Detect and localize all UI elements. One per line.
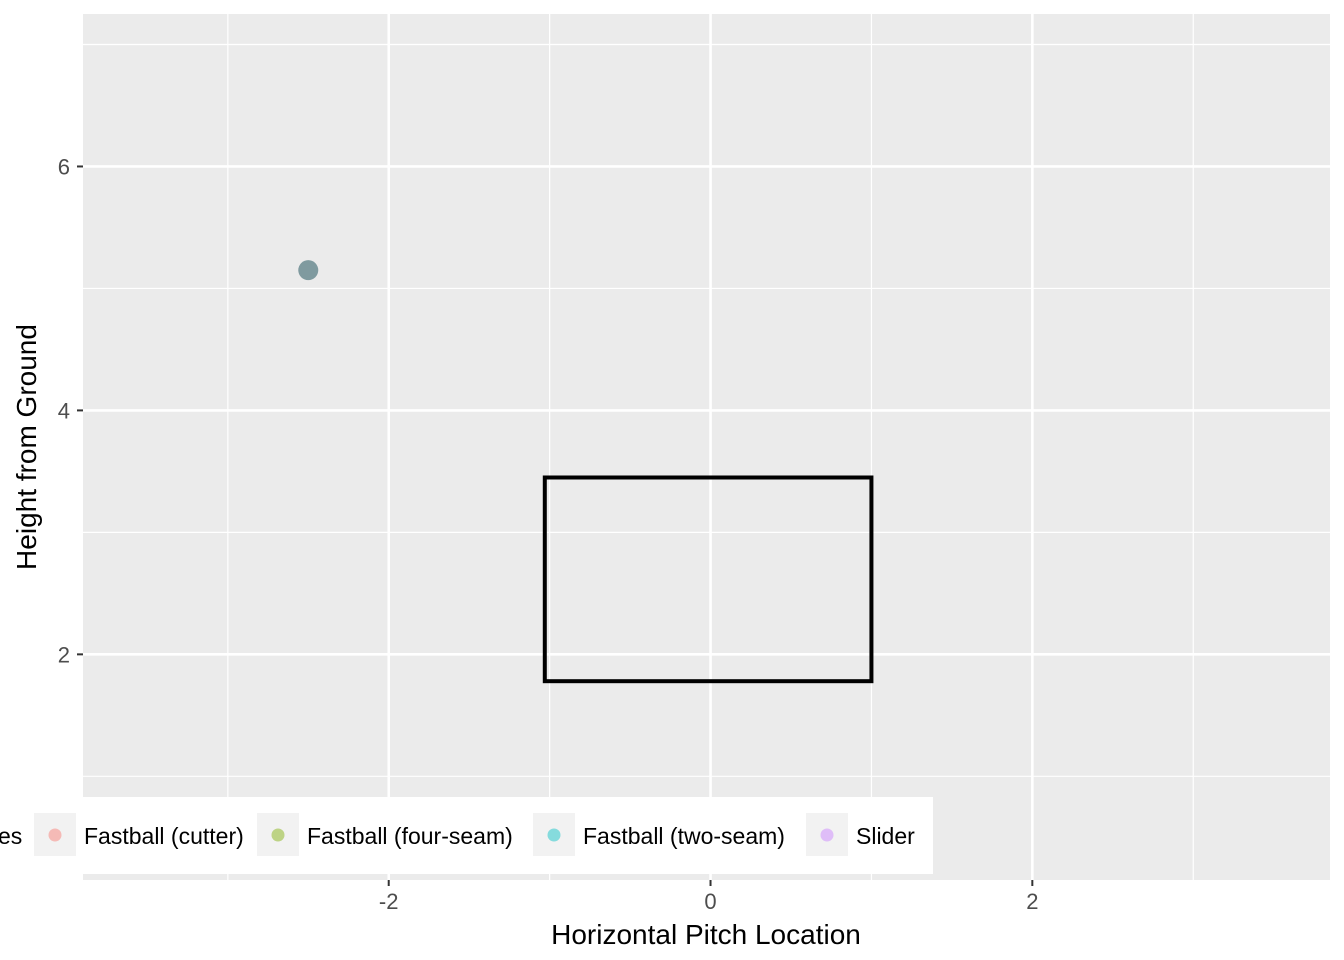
x-axis-title: Horizontal Pitch Location	[551, 919, 861, 950]
legend-key	[806, 813, 848, 856]
major-grid	[83, 14, 1330, 880]
legend-label: Fastball (four-seam)	[307, 823, 513, 849]
data-points	[298, 260, 319, 281]
y-axis: 2 4 6	[58, 154, 83, 667]
legend-label: Fastball (two-seam)	[583, 823, 785, 849]
legend-key	[34, 813, 76, 856]
y-tick-label: 6	[58, 154, 70, 179]
legend-item: Slider	[806, 813, 915, 856]
legend-item: Fastball (cutter)	[34, 813, 244, 856]
legend-label: Fastball (cutter)	[84, 823, 244, 849]
legend-label: Slider	[856, 823, 915, 849]
legend-item: Fastball (two-seam)	[533, 813, 785, 856]
y-axis-title: Height from Ground	[11, 324, 42, 570]
x-axis: -2 0 2	[379, 880, 1038, 914]
legend-key	[533, 813, 575, 856]
legend-item: Fastball (four-seam)	[257, 813, 513, 856]
legend-swatch	[547, 828, 561, 842]
plot-panel	[83, 14, 1330, 880]
legend-swatch	[48, 828, 62, 842]
minor-grid	[83, 14, 1330, 880]
x-tick-label: 2	[1026, 889, 1038, 914]
legend-swatch	[271, 828, 285, 842]
y-tick-label: 4	[58, 398, 70, 423]
legend: es Fastball (cutter) Fastball (four-seam)…	[0, 797, 933, 874]
legend-title: es	[0, 823, 22, 849]
legend-key	[257, 813, 299, 856]
strike-zone-box	[542, 475, 874, 684]
data-point	[298, 260, 319, 281]
y-tick-label: 2	[58, 642, 70, 667]
legend-swatch	[820, 828, 834, 842]
legend-items: Fastball (cutter) Fastball (four-seam) Fas…	[34, 813, 915, 856]
x-tick-label: -2	[379, 889, 399, 914]
legend-background	[0, 797, 933, 874]
x-tick-label: 0	[704, 889, 716, 914]
